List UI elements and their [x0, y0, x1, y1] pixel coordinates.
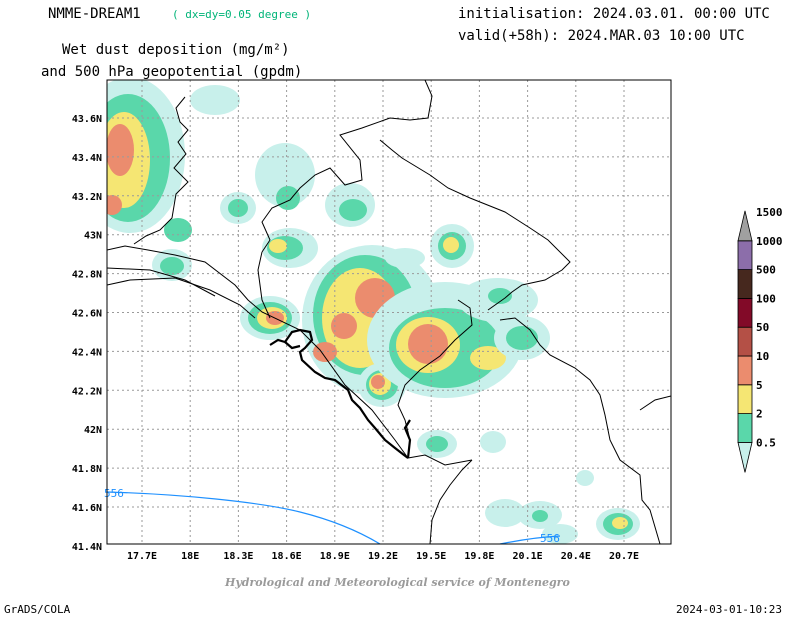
colorbar-label: 100	[756, 292, 776, 305]
model-resolution: ( dx=dy=0.05 degree )	[172, 8, 312, 21]
valid-time: valid(+58h): 2024.MAR.03 10:00 UTC	[458, 28, 745, 44]
lon-label: 17.7E	[127, 551, 157, 562]
map-grid	[107, 80, 671, 544]
lon-label: 19.8E	[464, 551, 494, 562]
lat-label: 43.2N	[72, 192, 102, 203]
colorbar-segment	[737, 413, 753, 443]
credit-line: Hydrological and Meteorological service …	[225, 576, 570, 589]
montenegro-coastline	[269, 328, 412, 459]
lat-label: 43N	[84, 231, 102, 242]
colorbar-label: 50	[756, 321, 769, 334]
lat-label: 41.6N	[72, 503, 102, 514]
lat-label: 41.8N	[72, 464, 102, 475]
lat-label: 42.8N	[72, 270, 102, 281]
colorbar-label: 1000	[756, 235, 783, 248]
lat-label: 42N	[84, 425, 102, 436]
colorbar: 0.5 2 5 10 50 100 500 1000 1500	[737, 206, 783, 473]
lon-label: 18.3E	[223, 551, 253, 562]
map-title-line-1: Wet dust deposition (mg/m²)	[62, 42, 290, 58]
colorbar-segment	[737, 240, 753, 271]
deposition-field	[107, 80, 640, 544]
colorbar-segment	[737, 297, 753, 328]
contour-label-556-east: 556	[540, 532, 560, 545]
colorbar-segment	[737, 384, 753, 414]
lon-label: 18E	[181, 551, 199, 562]
lat-label: 42.4N	[72, 347, 102, 358]
geopotential-contours	[107, 491, 561, 544]
colorbar-label: 10	[756, 350, 769, 363]
colorbar-segment	[737, 326, 753, 357]
map-frame	[106, 79, 672, 545]
country-borders	[107, 80, 671, 544]
colorbar-label: 500	[756, 264, 776, 277]
lon-label: 20.4E	[561, 551, 591, 562]
colorbar-label: 0.5	[756, 436, 776, 449]
colorbar-segment	[737, 355, 753, 386]
latitude-labels: 43.6N 43.4N 43.2N 43N 42.8N 42.6N 42.4N 42.2N 42…	[72, 114, 102, 553]
model-name: NMME-DREAM1	[48, 6, 141, 22]
lon-label: 20.7E	[609, 551, 639, 562]
colorbar-label: 5	[756, 379, 763, 392]
longitude-labels: 17.7E 18E 18.3E 18.6E 18.9E 19.2E 19.5E 19.8E 20…	[127, 551, 639, 562]
lon-label: 19.2E	[368, 551, 398, 562]
colorbar-segment	[737, 441, 753, 473]
colorbar-label: 2	[756, 408, 763, 421]
lat-label: 42.6N	[72, 309, 102, 320]
lat-label: 42.2N	[72, 386, 102, 397]
colorbar-segment	[737, 269, 753, 299]
lon-label: 20.1E	[513, 551, 543, 562]
lat-label: 43.6N	[72, 114, 102, 125]
lon-label: 18.6E	[272, 551, 302, 562]
lon-label: 19.5E	[416, 551, 446, 562]
colorbar-segment	[737, 210, 753, 242]
render-timestamp: 2024-03-01-10:23	[676, 603, 782, 616]
software-label: GrADS/COLA	[4, 603, 71, 616]
lat-label: 41.4N	[72, 542, 102, 553]
map-title-line-2: and 500 hPa geopotential (gpdm)	[41, 64, 303, 80]
initialisation-time: initialisation: 2024.03.01. 00:00 UTC	[458, 6, 770, 22]
lon-label: 18.9E	[320, 551, 350, 562]
colorbar-label: 1500	[756, 206, 783, 219]
lat-label: 43.4N	[72, 153, 102, 164]
contour-label-556-west: 556	[104, 487, 124, 500]
